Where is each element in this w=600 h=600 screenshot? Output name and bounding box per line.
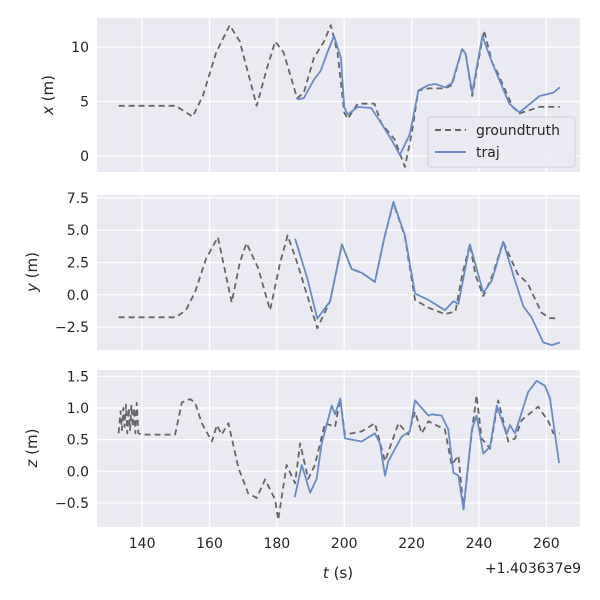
legend-box <box>427 116 576 168</box>
y-tick-label: 0.5 <box>67 433 89 449</box>
y-tick-label: 0.0 <box>67 288 89 304</box>
x-axis-ylabel: x (m) <box>39 75 57 116</box>
legend-groundtruth-label: groundtruth <box>476 123 560 139</box>
series-line-groundtruth <box>118 202 559 330</box>
y-tick-label: −0.5 <box>55 496 89 512</box>
x-tick-label: 240 <box>466 536 493 552</box>
x-tick-label: 180 <box>263 536 290 552</box>
y-tick-label: −2.5 <box>55 320 89 336</box>
y-tick-label: 1.0 <box>67 401 89 417</box>
series-line-traj <box>293 379 560 511</box>
panel-x: 0 5 10 <box>71 18 580 172</box>
panel-y: −2.5 0.0 2.5 5.0 7.5 <box>55 191 580 350</box>
x-tick-label: 200 <box>331 536 358 552</box>
x-tick-label: 260 <box>533 536 560 552</box>
y-tick-label: 1.5 <box>67 369 89 385</box>
time-xlabel: t (s) <box>323 564 353 582</box>
z-axis-ylabel: z (m) <box>23 429 41 469</box>
x-offset-label: +1.403637e9 <box>485 561 581 577</box>
y-tick-label: 10 <box>71 40 89 56</box>
series-line-groundtruth <box>117 394 560 521</box>
series-line-traj <box>294 200 561 347</box>
plot-background <box>97 370 580 527</box>
y-tick-label: 5.0 <box>67 223 89 239</box>
y-axis-ylabel: y (m) <box>23 252 41 293</box>
x-tick-label: 160 <box>196 536 223 552</box>
x-tick-label: 140 <box>129 536 156 552</box>
panel-z: −0.5 0.0 0.5 1.0 1.5 140 160 180 200 220 240 260 <box>55 369 580 552</box>
legend-traj-label: traj <box>476 145 500 161</box>
y-tick-label: 0.0 <box>67 464 89 480</box>
y-tick-label: 0 <box>80 149 89 165</box>
series-line-traj <box>296 35 561 156</box>
y-tick-label: 2.5 <box>67 255 89 271</box>
x-tick-label: 220 <box>398 536 425 552</box>
plot-background <box>97 195 580 350</box>
y-tick-label: 5 <box>80 94 89 110</box>
y-tick-label: 7.5 <box>67 191 89 207</box>
legend: groundtruth traj <box>427 116 576 168</box>
